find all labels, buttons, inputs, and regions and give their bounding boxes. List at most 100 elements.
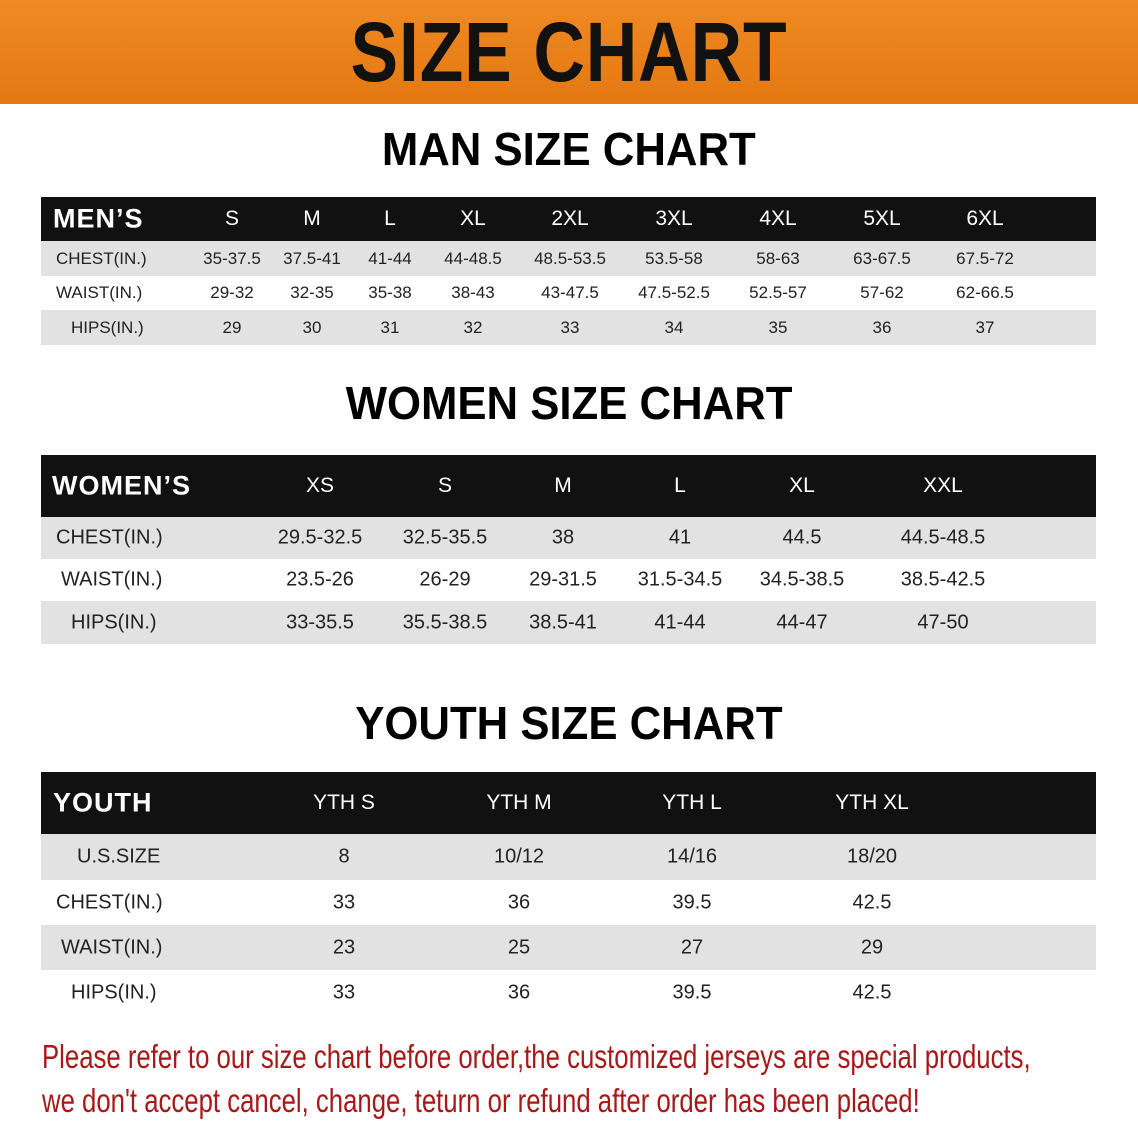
measurement-cell: 44.5-48.5 [900, 526, 986, 549]
measurement-cell: 44.5 [782, 526, 822, 549]
measurement-cell: 32.5-35.5 [402, 526, 488, 549]
measurement-cell: 10/12 [493, 845, 545, 868]
measurement-cell: 67.5-72 [956, 248, 1014, 268]
measurement-cell: 52.5-57 [749, 283, 807, 302]
size-header-cell: XL [460, 207, 486, 230]
measurement-cell: 33 [332, 981, 356, 1003]
size-chart-banner: SIZE CHART [0, 0, 1138, 104]
measurement-cell: 23.5-26 [286, 568, 354, 591]
row-label: CHEST(IN.) [56, 526, 163, 549]
measurement-cell: 36 [872, 317, 892, 337]
table-row: CHEST(IN.) 33 36 39.5 42.5 [41, 880, 1096, 925]
measurement-cell: 29-31.5 [529, 568, 597, 591]
measurement-cell: 38.5-41 [529, 611, 597, 633]
table-header-row: YOUTH YTH S YTH M YTH L YTH XL [41, 772, 1096, 834]
measurement-cell: 8 [338, 845, 350, 868]
measurement-cell: 31.5-34.5 [637, 568, 723, 591]
measurement-cell: 58-63 [756, 248, 800, 268]
size-header-cell: 6XL [966, 207, 1004, 230]
row-label: WAIST(IN.) [61, 936, 163, 958]
size-header-cell: 2XL [551, 207, 589, 230]
measurement-cell: 32-35 [290, 283, 334, 302]
measurement-cell: 44-48.5 [444, 248, 502, 268]
measurement-cell: 42.5 [852, 891, 892, 913]
measurement-cell: 57-62 [860, 283, 904, 302]
row-label: CHEST(IN.) [56, 891, 163, 913]
note-line-2: we don't accept cancel, change, teturn o… [42, 1082, 920, 1119]
table-row: HIPS(IN.) 33 36 39.5 42.5 [41, 970, 1096, 1015]
size-header-cell: S [224, 207, 240, 230]
measurement-cell: 23 [332, 936, 356, 958]
size-header-cell: S [437, 474, 453, 497]
table-row: WAIST(IN.) 29-32 32-35 35-38 38-43 43-47.5 47.… [41, 276, 1096, 310]
size-header-cell: L [674, 474, 686, 497]
youth-size-table: YOUTH YTH S YTH M YTH L YTH XL U.S.SIZE 8 10/12… [41, 772, 1096, 1015]
measurement-cell: 35-37.5 [203, 248, 261, 268]
measurement-cell: 27 [680, 936, 704, 958]
size-header-cell: M [303, 207, 321, 230]
table-header-row: MEN’S S M L XL 2XL 3XL 4XL 5XL 6XL [41, 197, 1096, 241]
measurement-cell: 39.5 [672, 981, 712, 1003]
women-size-table: WOMEN’S XS S M L XL XXL CHEST(IN.) 29.5-32.5 32.5… [41, 455, 1096, 644]
row-label: CHEST(IN.) [56, 248, 147, 268]
youth-section-title: YOUTH SIZE CHART [355, 697, 783, 749]
table-title-cell: MEN’S [53, 203, 144, 234]
men-section-title: MAN SIZE CHART [382, 123, 756, 175]
size-header-cell: 5XL [863, 207, 901, 230]
banner-title: SIZE CHART [350, 4, 788, 99]
row-label: WAIST(IN.) [61, 568, 163, 591]
measurement-cell: 47-50 [917, 611, 969, 633]
measurement-cell: 18/20 [846, 845, 898, 868]
table-header-row: WOMEN’S XS S M L XL XXL [41, 455, 1096, 517]
measurement-cell: 62-66.5 [956, 283, 1014, 302]
measurement-cell: 48.5-53.5 [534, 248, 606, 268]
table-row: HIPS(IN.) 33-35.5 35.5-38.5 38.5-41 41-44 44-… [41, 601, 1096, 644]
measurement-cell: 35-38 [368, 283, 412, 302]
row-label: U.S.SIZE [77, 845, 161, 868]
measurement-cell: 34.5-38.5 [759, 568, 845, 591]
size-header-cell: XS [305, 474, 335, 497]
measurement-cell: 14/16 [666, 845, 718, 868]
measurement-cell: 35 [768, 317, 788, 337]
measurement-cell: 41-44 [368, 248, 412, 268]
row-label: HIPS(IN.) [71, 611, 157, 633]
size-header-cell: 3XL [655, 207, 693, 230]
row-label: HIPS(IN.) [71, 317, 144, 337]
measurement-cell: 29 [222, 317, 242, 337]
table-row: CHEST(IN.) 29.5-32.5 32.5-35.5 38 41 44.5 44.5… [41, 517, 1096, 559]
measurement-cell: 31 [380, 317, 400, 337]
table-row: CHEST(IN.) 35-37.5 37.5-41 41-44 44-48.5 48.5… [41, 241, 1096, 276]
row-label: WAIST(IN.) [56, 283, 143, 302]
measurement-cell: 39.5 [672, 891, 712, 913]
table-row: U.S.SIZE 8 10/12 14/16 18/20 [41, 834, 1096, 880]
table-title-cell: WOMEN’S [52, 470, 191, 501]
measurement-cell: 29-32 [210, 283, 254, 302]
measurement-cell: 38.5-42.5 [900, 568, 986, 591]
table-row: WAIST(IN.) 23.5-26 26-29 29-31.5 31.5-34.5 34… [41, 559, 1096, 601]
size-header-cell: YTH L [662, 791, 722, 814]
men-size-table: MEN’S S M L XL 2XL 3XL 4XL 5XL 6XL CHEST(IN.) 35-37… [41, 197, 1096, 345]
size-header-cell: L [384, 207, 396, 230]
measurement-cell: 32 [463, 317, 483, 337]
measurement-cell: 36 [507, 981, 531, 1003]
measurement-cell: 26-29 [419, 568, 471, 591]
measurement-cell: 37.5-41 [283, 248, 341, 268]
size-header-cell: XL [789, 474, 815, 497]
table-row: HIPS(IN.) 29 30 31 32 33 34 35 36 37 [41, 310, 1096, 345]
measurement-cell: 30 [302, 317, 322, 337]
size-header-cell: XXL [923, 474, 963, 497]
measurement-cell: 47.5-52.5 [638, 283, 710, 302]
measurement-cell: 33 [332, 891, 356, 913]
size-header-cell: YTH M [486, 791, 552, 814]
measurement-cell: 63-67.5 [853, 248, 911, 268]
measurement-cell: 33-35.5 [286, 611, 354, 633]
measurement-cell: 35.5-38.5 [402, 611, 488, 633]
size-header-cell: 4XL [759, 207, 797, 230]
measurement-cell: 29.5-32.5 [277, 526, 363, 549]
measurement-cell: 43-47.5 [541, 283, 599, 302]
women-section-title: WOMEN SIZE CHART [345, 377, 793, 429]
note-line-1: Please refer to our size chart before or… [42, 1038, 1031, 1075]
measurement-cell: 36 [507, 891, 531, 913]
measurement-cell: 44-47 [776, 611, 828, 633]
table-title-cell: YOUTH [53, 787, 153, 818]
